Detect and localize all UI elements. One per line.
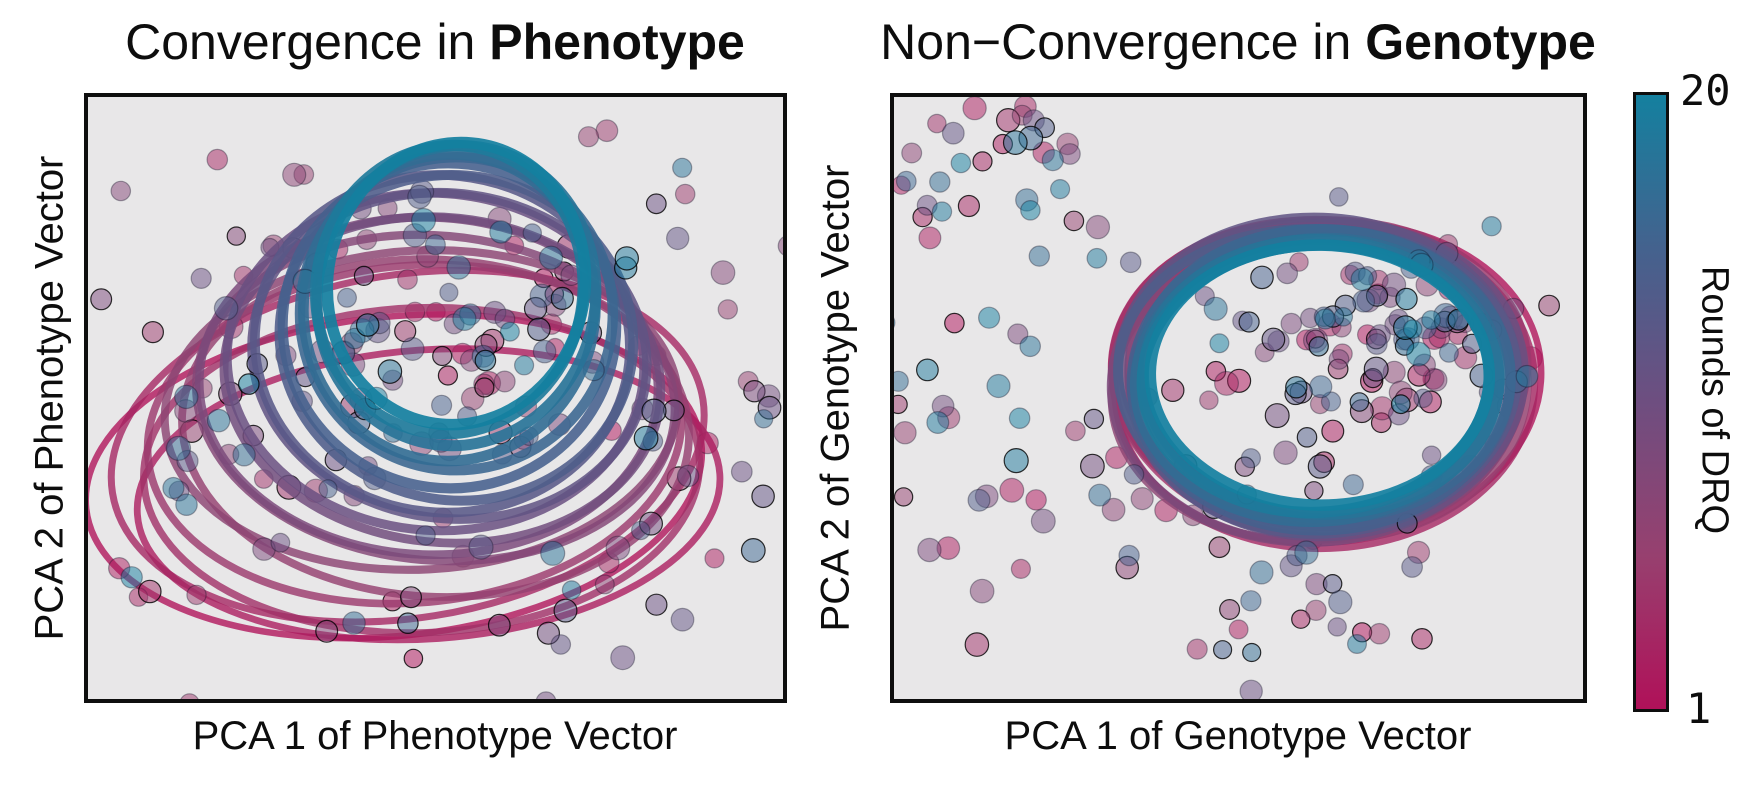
phenotype-scatter-canvas: [88, 119, 783, 699]
left-xaxis-label: PCA 1 of Phenotype Vector: [192, 714, 678, 758]
phenotype-plot-area: [84, 93, 787, 703]
genotype-scatter-canvas: [894, 97, 1560, 699]
genotype-plot-area: [890, 93, 1587, 703]
right-chart-title-regular: Non−Convergence in: [880, 14, 1366, 70]
colorbar: [1633, 92, 1669, 712]
colorbar-label: Rounds of DRQ: [1693, 265, 1736, 535]
right-xaxis-label: PCA 1 of Genotype Vector: [1004, 714, 1472, 758]
left-yaxis-label: PCA 2 of Phenotype Vector: [27, 155, 72, 641]
colorbar-tick-max: 20: [1680, 66, 1731, 115]
right-chart-title-bold: Genotype: [1365, 14, 1596, 70]
colorbar-tick-min: 1: [1686, 684, 1712, 733]
left-chart-title-bold: Phenotype: [489, 14, 745, 70]
right-chart-title: Non−Convergence in Genotype: [880, 14, 1596, 72]
left-chart-title: Convergence in Phenotype: [125, 14, 745, 72]
left-chart-title-regular: Convergence in: [125, 14, 490, 70]
right-yaxis-label: PCA 2 of Genotype Vector: [813, 164, 858, 632]
